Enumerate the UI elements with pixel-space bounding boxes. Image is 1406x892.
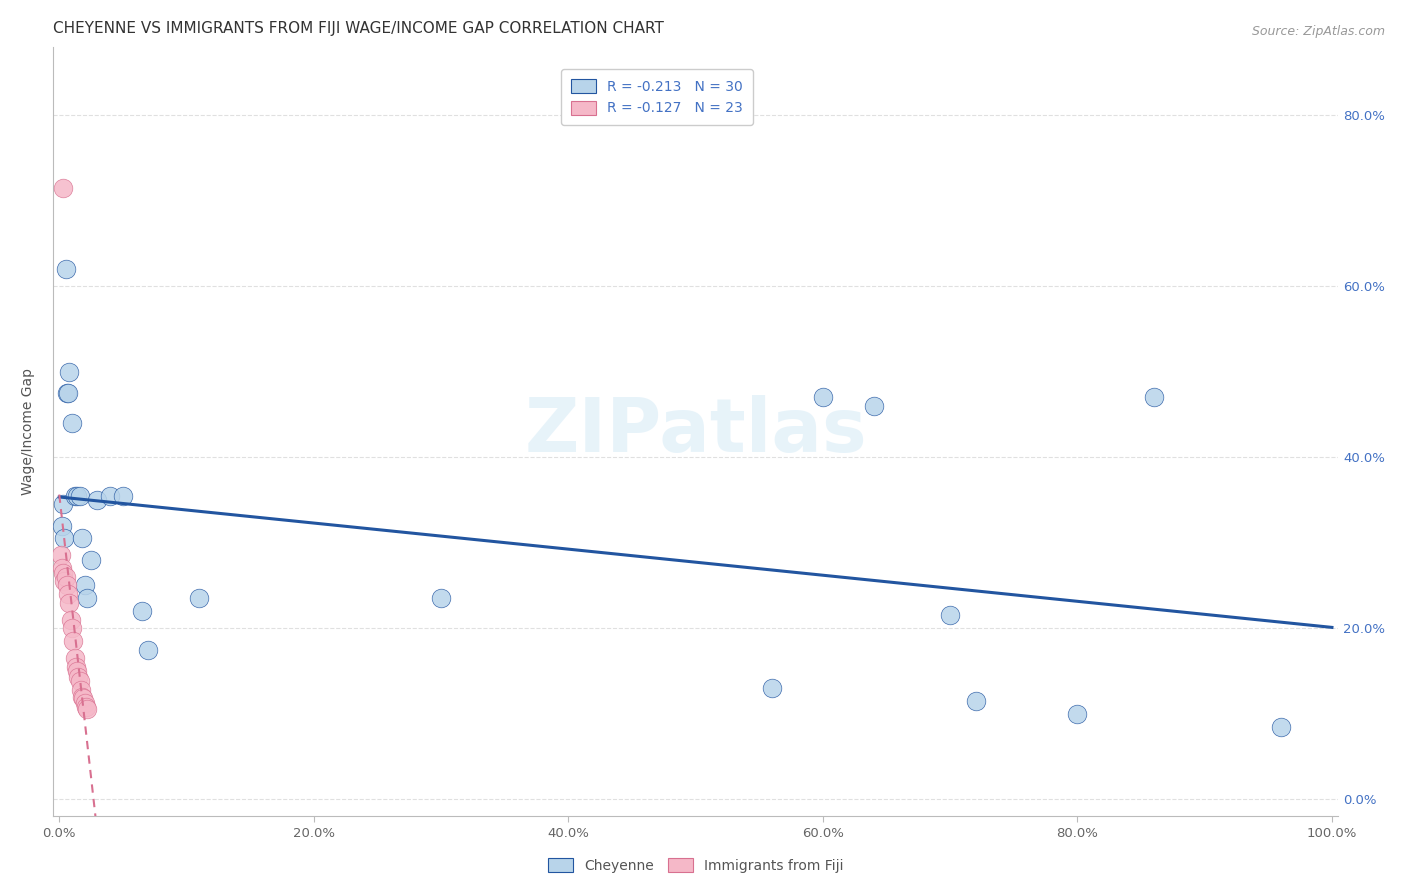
Y-axis label: Wage/Income Gap: Wage/Income Gap [21,368,35,495]
Point [761,681,783,695]
Point [66,664,89,678]
Point [63,651,86,665]
Point [1066,706,1088,721]
Point [62,634,84,648]
Text: CHEYENNE VS IMMIGRANTS FROM FIJI WAGE/INCOME GAP CORRELATION CHART: CHEYENNE VS IMMIGRANTS FROM FIJI WAGE/IN… [53,21,664,36]
Point [52,566,75,580]
Point [72,691,94,706]
Text: ZIPatlas: ZIPatlas [524,395,868,468]
Point [111,489,134,503]
Point [55,262,77,277]
Point [138,642,160,657]
Point [52,497,75,511]
Point [58,365,80,379]
Point [76,702,98,716]
Point [67,670,90,684]
Point [58,595,80,609]
Point [60,416,83,430]
Point [70,532,93,546]
Point [66,489,89,503]
Point [86,492,108,507]
Point [811,390,834,404]
Point [965,694,987,708]
Point [1270,719,1292,733]
Point [51,561,73,575]
Point [59,613,82,627]
Text: Source: ZipAtlas.com: Source: ZipAtlas.com [1251,25,1385,38]
Point [80,553,103,567]
Point [63,489,86,503]
Point [131,604,153,618]
Point [56,578,79,592]
Point [51,518,73,533]
Point [60,621,83,635]
Point [52,181,75,195]
Point [49,549,72,563]
Point [862,399,884,413]
Point [56,386,79,401]
Point [70,690,93,704]
Point [1143,390,1166,404]
Point [55,570,77,584]
Point [73,697,96,711]
Point [69,489,91,503]
Point [53,532,76,546]
Point [56,386,79,401]
Point [76,591,98,606]
Point [56,587,79,601]
Point [53,574,76,589]
Point [98,489,121,503]
Point [188,591,211,606]
Point [65,659,87,673]
Point [70,682,93,697]
Point [939,608,962,623]
Legend: Cheyenne, Immigrants from Fiji: Cheyenne, Immigrants from Fiji [543,853,849,879]
Point [430,591,453,606]
Point [73,578,96,592]
Point [75,699,97,714]
Point [69,674,91,689]
